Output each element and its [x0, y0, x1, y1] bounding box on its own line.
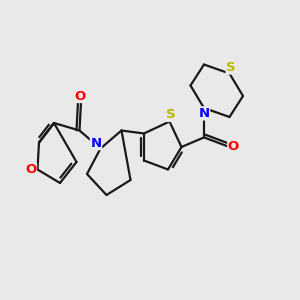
Text: N: N — [198, 107, 210, 120]
Text: S: S — [166, 108, 176, 122]
Text: O: O — [74, 89, 85, 103]
Text: N: N — [90, 136, 102, 150]
Text: O: O — [25, 163, 37, 176]
Text: O: O — [228, 140, 239, 153]
Text: S: S — [226, 61, 236, 74]
